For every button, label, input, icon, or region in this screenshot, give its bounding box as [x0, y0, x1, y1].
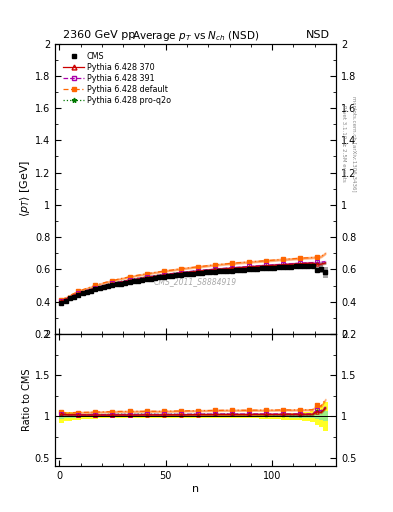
Text: mcplots.cern.ch [arXiv:1306.3436]: mcplots.cern.ch [arXiv:1306.3436] — [351, 96, 356, 191]
Text: 2360 GeV pp: 2360 GeV pp — [63, 30, 135, 40]
Text: NSD: NSD — [306, 30, 330, 40]
Legend: CMS, Pythia 6.428 370, Pythia 6.428 391, Pythia 6.428 default, Pythia 6.428 pro-: CMS, Pythia 6.428 370, Pythia 6.428 391,… — [62, 51, 173, 106]
Title: Average $p_T$ vs $N_{ch}$ (NSD): Average $p_T$ vs $N_{ch}$ (NSD) — [132, 29, 259, 44]
Text: Rivet 3.1.10, ≥ 2.5M events: Rivet 3.1.10, ≥ 2.5M events — [341, 105, 346, 182]
Y-axis label: $\langle p_T \rangle$ [GeV]: $\langle p_T \rangle$ [GeV] — [18, 160, 32, 217]
Y-axis label: Ratio to CMS: Ratio to CMS — [22, 369, 32, 431]
Text: CMS_2011_S8884919: CMS_2011_S8884919 — [154, 277, 237, 286]
X-axis label: n: n — [192, 483, 199, 494]
